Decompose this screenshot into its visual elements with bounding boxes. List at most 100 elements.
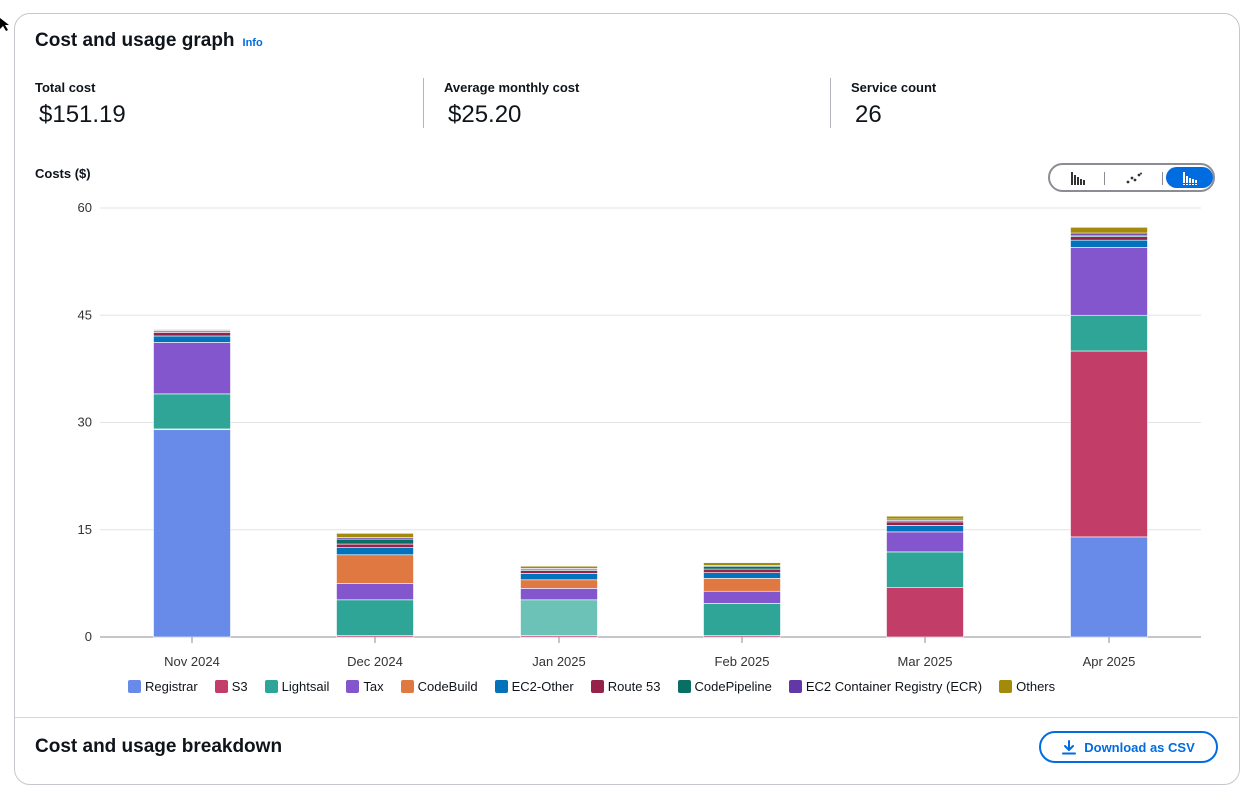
legend-item: Others — [999, 679, 1055, 694]
y-tick-label: 60 — [78, 200, 92, 215]
bar-segment — [336, 543, 414, 548]
legend-item: Registrar — [128, 679, 198, 694]
legend-swatch — [999, 680, 1013, 693]
bar-segment — [886, 551, 964, 588]
toggle-divider — [1104, 172, 1105, 185]
kpi-value: $151.19 — [39, 101, 126, 128]
kpi-label: Total cost — [35, 80, 96, 95]
legend-item: CodeBuild — [400, 679, 478, 694]
legend-swatch — [346, 680, 360, 693]
bar-segment — [1070, 232, 1148, 236]
bar-segment — [886, 521, 964, 526]
legend-swatch — [494, 680, 508, 693]
bar-segment — [886, 525, 964, 533]
bar-segment — [520, 588, 598, 601]
x-tick-label: Nov 2024 — [164, 654, 220, 669]
kpi-divider — [830, 78, 831, 128]
download-csv-label: Download as CSV — [1084, 739, 1195, 755]
download-icon — [1062, 739, 1077, 754]
toggle-divider — [1162, 172, 1163, 185]
legend-label: Lightsail — [281, 679, 330, 694]
mouse-cursor-icon — [0, 18, 9, 31]
bar-segment — [1070, 314, 1148, 352]
bar-segment — [153, 342, 231, 395]
legend-swatch — [128, 680, 141, 693]
legend-label: Others — [1016, 679, 1056, 694]
chart-type-toggle — [1048, 163, 1215, 192]
bar-segment — [1070, 536, 1148, 638]
bar-segment — [1070, 350, 1148, 538]
x-tick-label: Feb 2025 — [715, 654, 770, 669]
breakdown-title: Cost and usage breakdown — [35, 736, 283, 757]
legend-item: Lightsail — [264, 679, 330, 694]
bar-segment — [703, 572, 781, 579]
kpi-value: 26 — [855, 101, 882, 128]
kpi-service-count: Service count 26 — [851, 80, 936, 129]
line-chart-button[interactable] — [1120, 167, 1148, 188]
chart-legend: Registrar S3 Lightsail Tax CodeBuild EC2-Othe… — [128, 679, 1055, 694]
bar-segment — [520, 565, 598, 569]
legend-item: EC2 Container Registry (ECR) — [788, 679, 983, 694]
legend-label: Tax — [363, 679, 384, 694]
bar-segment — [1070, 236, 1148, 241]
legend-item: Tax — [346, 679, 384, 694]
bar-segment — [336, 583, 414, 601]
legend-item: EC2-Other — [494, 679, 574, 694]
section-divider — [15, 717, 1238, 718]
stacked-bar-chart-button[interactable] — [1166, 167, 1213, 188]
bar-segment — [153, 335, 231, 343]
legend-item: S3 — [214, 679, 248, 694]
bar-segment — [153, 332, 231, 337]
x-tick-label: Apr 2025 — [1083, 654, 1136, 669]
legend-item: Route 53 — [590, 679, 661, 694]
legend-swatch — [590, 680, 604, 693]
legend-label: CodePipeline — [694, 679, 772, 694]
bar-chart-icon — [1071, 171, 1085, 185]
info-link[interactable]: Info — [242, 37, 263, 49]
bar-segment — [336, 538, 414, 545]
bar-segment — [1070, 227, 1148, 234]
legend-swatch — [264, 680, 278, 693]
legend-label: Registrar — [145, 679, 198, 694]
bar-segment — [153, 329, 231, 331]
bar-segment — [703, 565, 781, 570]
download-csv-button[interactable]: Download as CSV — [1039, 731, 1218, 763]
line-chart-icon — [1126, 172, 1142, 183]
kpi-value: $25.20 — [448, 101, 522, 128]
legend-item: CodePipeline — [677, 679, 772, 694]
bar-segment — [1070, 247, 1148, 316]
bar-segment — [336, 533, 414, 538]
legend-swatch — [677, 680, 691, 693]
graph-title: Cost and usage graph — [35, 30, 235, 51]
stacked-bar-chart-icon — [1181, 171, 1198, 185]
kpi-divider — [423, 78, 424, 128]
bar-segment — [520, 599, 598, 636]
legend-label: EC2-Other — [511, 679, 574, 694]
stacked-bar-chart: 0 15 30 45 60 Nov 2024 Dec 2024 Jan 2025 Feb 202… — [78, 200, 1201, 669]
bar-segment — [703, 568, 781, 573]
y-axis-label: Costs ($) — [35, 166, 91, 181]
legend-label: EC2 Container Registry (ECR) — [805, 679, 983, 694]
bar-segment — [336, 554, 414, 584]
legend-swatch — [214, 680, 228, 693]
bar-segment — [1070, 239, 1148, 248]
legend-label: S3 — [231, 679, 248, 694]
graph-header: Cost and usage graph Info — [35, 30, 263, 52]
y-tick-label: 0 — [85, 629, 92, 644]
bar-segment — [153, 429, 231, 638]
bar-segment — [886, 515, 964, 520]
kpi-average-monthly-cost: Average monthly cost $25.20 — [444, 80, 579, 129]
x-tick-label: Mar 2025 — [898, 654, 953, 669]
bar-segment — [703, 590, 781, 604]
kpi-label: Service count — [851, 80, 937, 95]
y-tick-label: 15 — [78, 522, 92, 537]
bar-segment — [520, 573, 598, 581]
bar-segment — [336, 547, 414, 556]
bar-segment — [703, 603, 781, 636]
y-tick-label: 30 — [78, 415, 92, 430]
bar-chart-button[interactable] — [1064, 167, 1092, 188]
y-tick-label: 45 — [78, 307, 92, 322]
legend-label: CodeBuild — [417, 679, 478, 694]
x-tick-label: Dec 2024 — [347, 654, 403, 669]
bar-segment — [520, 579, 598, 589]
